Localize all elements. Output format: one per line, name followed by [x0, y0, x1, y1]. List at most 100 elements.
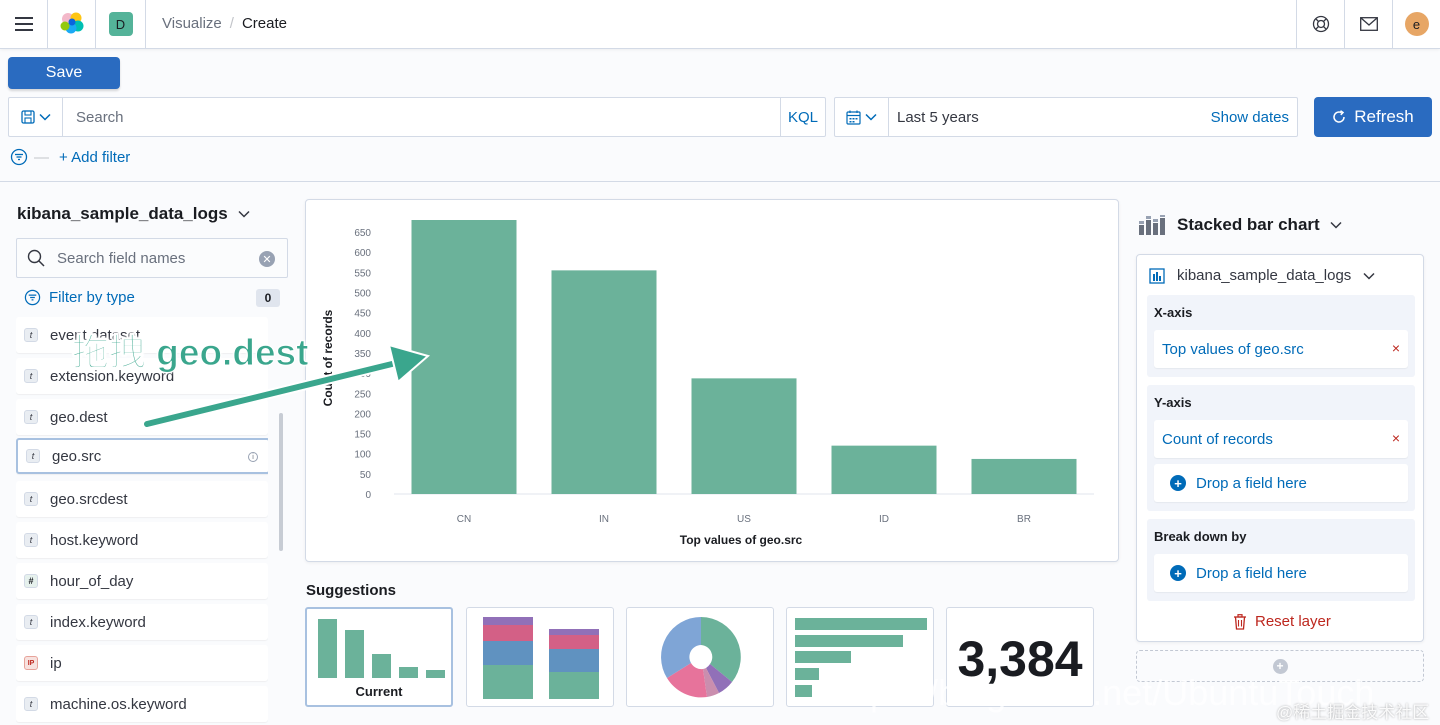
breakdown-drop-zone[interactable]: + Drop a field here [1154, 554, 1408, 592]
field-item[interactable]: t index.keyword [16, 604, 268, 640]
filter-options-icon[interactable] [10, 148, 28, 166]
trash-icon [1234, 613, 1246, 630]
bar-us[interactable] [691, 378, 797, 494]
help-icon [1312, 15, 1329, 33]
menu-button[interactable] [0, 0, 48, 48]
number-type-icon: # [24, 574, 38, 588]
show-dates-link[interactable]: Show dates [1210, 109, 1289, 126]
drop-field-label: Drop a field here [1196, 564, 1307, 582]
field-list-scrollbar[interactable] [279, 413, 283, 551]
clear-search-icon[interactable]: ✕ [259, 251, 275, 267]
quick-date-menu[interactable] [835, 98, 889, 136]
string-type-icon: t [24, 697, 38, 711]
field-item[interactable]: # hour_of_day [16, 563, 268, 599]
add-filter-button[interactable]: + Add filter [59, 148, 131, 166]
reset-layer-label: Reset layer [1255, 613, 1331, 630]
suggestion-donut-thumbnail [661, 617, 741, 698]
breadcrumb-separator: / [229, 15, 234, 32]
field-item[interactable]: t host.keyword [16, 522, 268, 558]
field-name: machine.os.keyword [50, 695, 187, 713]
suggestion-stacked-bar[interactable] [466, 607, 614, 707]
y-tick-label: 250 [354, 389, 371, 400]
suggestion-current-label: Current [355, 684, 403, 699]
x-axis-group: X-axis Top values of geo.src × [1147, 295, 1415, 377]
save-disk-icon [20, 110, 35, 124]
date-picker: Last 5 years Show dates [834, 97, 1298, 137]
x-tick-label: IN [599, 514, 609, 525]
elastic-logo[interactable] [48, 0, 96, 48]
space-selector[interactable]: D [96, 0, 146, 48]
drag-annotation-text: 拖拽 geo.dest [71, 332, 309, 374]
y-axis-value[interactable]: Count of records [1162, 431, 1273, 448]
save-button[interactable]: Save [8, 57, 120, 89]
index-pattern-icon [1149, 267, 1165, 284]
field-item[interactable]: t event.dataset [16, 317, 268, 353]
saved-query-button[interactable] [9, 98, 63, 136]
bar-br[interactable] [971, 458, 1077, 494]
layer-index-selector[interactable]: kibana_sample_data_logs [1149, 267, 1375, 284]
remove-y-axis-icon[interactable]: × [1391, 430, 1400, 446]
string-type-icon: t [24, 492, 38, 506]
y-tick-label: 550 [354, 268, 371, 279]
breadcrumb-visualize[interactable]: Visualize [162, 15, 222, 32]
top-header: D Visualize / Create e [0, 0, 1440, 49]
bar-in[interactable] [551, 270, 657, 494]
filter-by-type-button[interactable]: Filter by type [24, 289, 135, 306]
index-pattern-name: kibana_sample_data_logs [17, 204, 228, 223]
chart-type-switcher[interactable]: Stacked bar chart [1139, 215, 1342, 235]
field-item[interactable]: t geo.dest [16, 399, 268, 435]
suggestion-metric[interactable]: 3,384 [946, 607, 1094, 707]
field-name: geo.dest [50, 408, 108, 426]
user-avatar: e [1404, 12, 1429, 36]
field-name: ip [50, 654, 62, 672]
field-item[interactable]: t machine.os.keyword [16, 686, 268, 722]
breakdown-group: Break down by + Drop a field here [1147, 519, 1415, 601]
field-item-selected[interactable]: t geo.src i [16, 438, 268, 474]
refresh-button[interactable]: Refresh [1314, 97, 1432, 137]
field-name: index.keyword [50, 613, 146, 631]
date-range-text[interactable]: Last 5 years [897, 109, 979, 126]
user-menu-button[interactable]: e [1392, 0, 1440, 48]
chart-type-label: Stacked bar chart [1177, 215, 1320, 234]
field-search-input[interactable]: Search field names [57, 250, 186, 267]
bar-cn[interactable] [411, 220, 517, 494]
calendar-icon [846, 110, 861, 125]
help-button[interactable] [1296, 0, 1344, 48]
search-input[interactable]: Search [76, 109, 124, 126]
suggestion-horizontal-bar[interactable] [786, 607, 934, 707]
index-pattern-selector[interactable]: kibana_sample_data_logs [17, 204, 250, 224]
field-item[interactable]: t geo.srcdest [16, 481, 268, 517]
x-axis-title: Top values of geo.src [680, 533, 803, 547]
x-axis-dimension[interactable]: Top values of geo.src × [1154, 330, 1408, 368]
field-item[interactable]: IP ip [16, 645, 268, 681]
bar-id[interactable] [831, 445, 937, 494]
kql-toggle[interactable]: KQL [780, 98, 825, 136]
remove-x-axis-icon[interactable]: × [1391, 340, 1400, 356]
suggestions-title: Suggestions [306, 582, 397, 599]
drop-field-label: Drop a field here [1196, 474, 1307, 492]
chevron-down-icon [1363, 272, 1375, 280]
breakdown-title: Break down by [1154, 529, 1247, 544]
suggestion-current[interactable]: Current [305, 607, 453, 707]
add-layer-icon: + [1272, 658, 1288, 674]
suggestion-donut[interactable] [626, 607, 774, 707]
field-info-icon[interactable]: i [248, 452, 258, 462]
reset-layer-button[interactable]: Reset layer [1233, 613, 1331, 630]
x-axis-value[interactable]: Top values of geo.src [1162, 341, 1304, 358]
y-tick-label: 400 [354, 329, 371, 340]
y-axis-drop-zone[interactable]: + Drop a field here [1154, 464, 1408, 502]
y-axis-title: Y-axis [1154, 395, 1192, 410]
filter-icon [24, 289, 41, 306]
x-axis-title: X-axis [1154, 305, 1193, 320]
field-search[interactable]: Search field names ✕ [16, 238, 288, 278]
y-axis-title: Count of records [321, 309, 335, 406]
y-axis-dimension[interactable]: Count of records × [1154, 420, 1408, 458]
newsfeed-button[interactable] [1344, 0, 1392, 48]
string-type-icon: t [24, 410, 38, 424]
y-tick-label: 150 [354, 430, 371, 441]
ip-type-icon: IP [24, 656, 38, 670]
add-layer-button[interactable]: + [1136, 650, 1424, 682]
chevron-down-icon [38, 113, 51, 121]
breadcrumb-create: Create [241, 15, 287, 32]
y-tick-label: 0 [365, 490, 371, 501]
